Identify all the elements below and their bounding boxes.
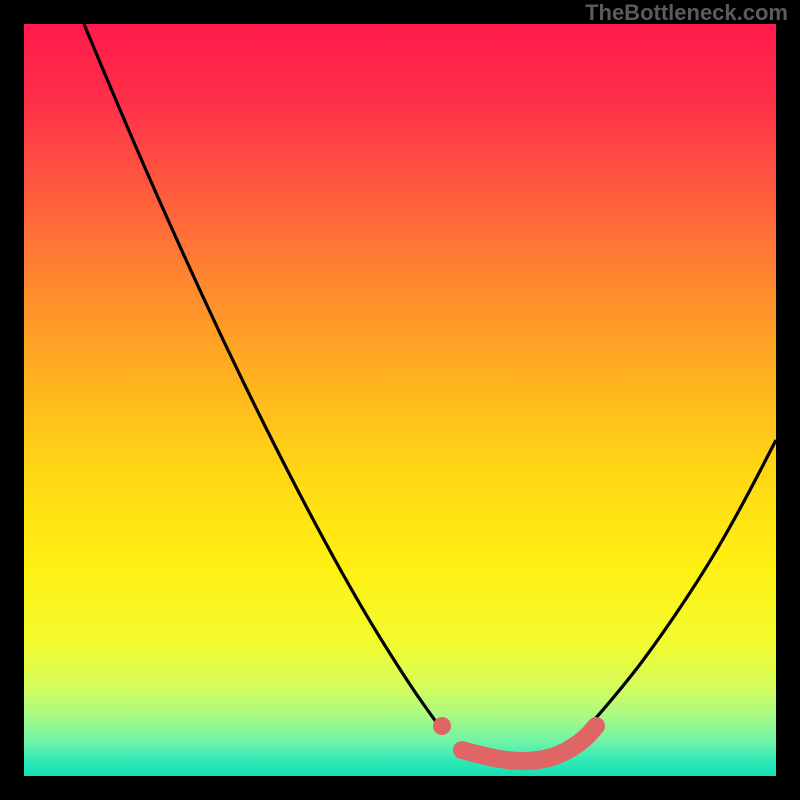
watermark-text: TheBottleneck.com <box>585 0 788 26</box>
bottleneck-curve-svg <box>24 24 776 776</box>
optimal-range-band <box>462 726 596 761</box>
left-curve <box>84 24 439 726</box>
optimal-point-marker <box>433 717 451 735</box>
plot-area <box>24 24 776 776</box>
right-curve <box>589 440 776 726</box>
